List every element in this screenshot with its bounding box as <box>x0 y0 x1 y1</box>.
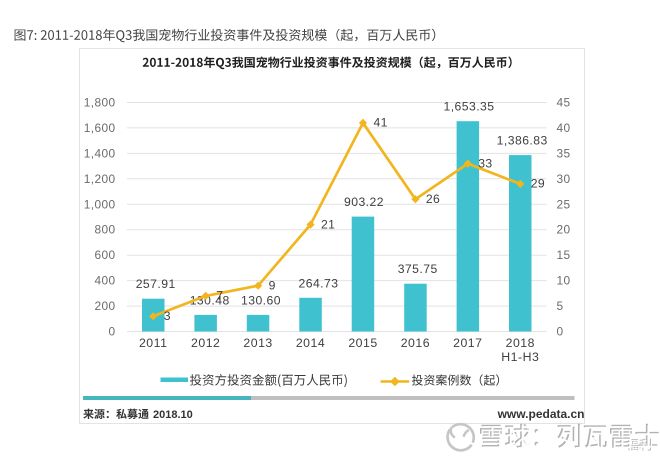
svg-text:1,200: 1,200 <box>84 172 116 186</box>
svg-text:15: 15 <box>557 248 571 262</box>
svg-text:1,800: 1,800 <box>84 96 116 110</box>
svg-text:1,400: 1,400 <box>84 146 116 160</box>
svg-text:1,386.83: 1,386.83 <box>497 134 548 148</box>
svg-text:903.22: 903.22 <box>344 195 384 209</box>
svg-text:3: 3 <box>164 309 171 323</box>
svg-text:2013: 2013 <box>243 336 272 350</box>
svg-text:40: 40 <box>557 121 571 135</box>
svg-text:2015: 2015 <box>348 336 377 350</box>
svg-text:264.73: 264.73 <box>299 276 339 290</box>
svg-text:400: 400 <box>94 274 115 288</box>
svg-text:2012: 2012 <box>191 336 220 350</box>
svg-text:33: 33 <box>478 156 492 170</box>
svg-text:5: 5 <box>557 299 564 313</box>
svg-text:2016: 2016 <box>401 336 430 350</box>
svg-text:600: 600 <box>94 248 115 262</box>
svg-text:7: 7 <box>216 289 223 303</box>
svg-text:www.pedata.cn: www.pedata.cn <box>497 407 585 421</box>
svg-text:45: 45 <box>557 96 571 110</box>
svg-text:26: 26 <box>426 192 440 206</box>
svg-text:2018: 2018 <box>506 336 535 350</box>
svg-text:25: 25 <box>557 197 571 211</box>
svg-text:2014: 2014 <box>296 336 325 350</box>
svg-text:200: 200 <box>94 299 115 313</box>
svg-text:0: 0 <box>557 325 564 339</box>
svg-text:41: 41 <box>374 116 388 130</box>
svg-text:375.75: 375.75 <box>398 262 438 276</box>
svg-text:H1-H3: H1-H3 <box>501 350 539 364</box>
svg-text:2018.10: 2018.10 <box>153 409 193 421</box>
svg-text:29: 29 <box>531 177 545 191</box>
svg-text:130.60: 130.60 <box>241 293 281 307</box>
svg-text:1,600: 1,600 <box>84 121 116 135</box>
svg-text:21: 21 <box>321 217 335 231</box>
svg-text:0: 0 <box>108 325 115 339</box>
svg-text:10: 10 <box>557 274 571 288</box>
svg-text:257.91: 257.91 <box>136 277 176 291</box>
svg-text:30: 30 <box>557 172 571 186</box>
svg-text:800: 800 <box>94 223 115 237</box>
svg-text:1,653.35: 1,653.35 <box>443 100 494 114</box>
svg-text:35: 35 <box>557 146 571 160</box>
svg-text:20: 20 <box>557 223 571 237</box>
svg-text:1,000: 1,000 <box>84 197 116 211</box>
svg-text:2011: 2011 <box>139 336 167 350</box>
svg-text:9: 9 <box>269 279 276 293</box>
svg-text:2017: 2017 <box>453 336 482 350</box>
